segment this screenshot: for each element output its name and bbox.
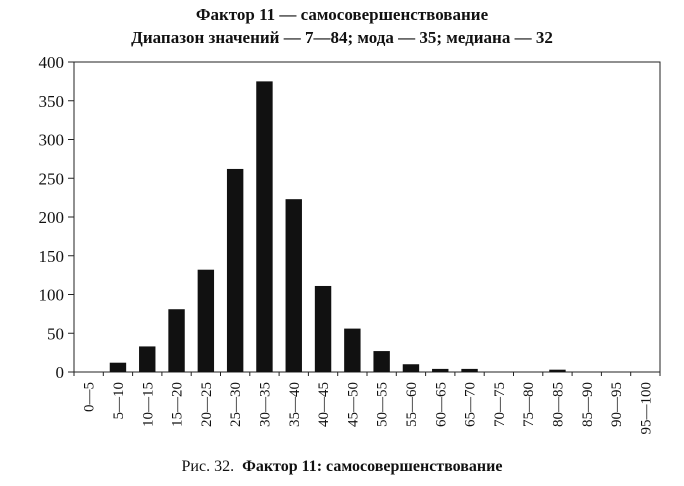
y-tick-label: 50 [47,324,64,343]
y-tick-label: 100 [39,286,65,305]
y-tick-label: 150 [39,247,65,266]
x-tick-label: 10—15 [140,382,156,427]
x-tick-label: 40—45 [316,382,332,427]
x-tick-label: 35—40 [287,382,303,427]
x-tick-label: 15—20 [170,382,186,427]
caption-prefix: Рис. 32. [181,458,235,475]
caption-text: Фактор 11: самосовершенствование [242,458,503,475]
bar-60—65 [432,368,449,372]
y-tick-label: 0 [56,363,65,382]
bar-50—55 [373,351,390,372]
y-tick-label: 250 [39,169,65,188]
histogram-chart: 0 50 100 150 200 250 300 350 400 0—5 5—10 10—15 15—2… [39,53,661,435]
bar-55—60 [402,364,420,372]
bar-20—25 [197,269,215,372]
x-tick-label: 95—100 [638,382,654,435]
x-tick-label: 20—25 [199,382,215,427]
bar-65—70 [461,368,478,372]
x-tick-label: 0—5 [82,382,98,412]
bar-40—45 [314,285,332,372]
bar-15—20 [168,309,185,372]
bar-10—15 [139,346,156,372]
figure-caption: Рис. 32. Фактор 11: самосовершенствовани… [0,458,684,476]
x-tick-label: 70—75 [492,382,508,427]
chart-title: Фактор 11 — самосовершенствование [195,5,489,24]
plot-frame [73,61,661,373]
x-tick-label: 90—95 [609,382,625,427]
x-tick-label: 30—35 [257,382,273,427]
bar-5—10 [109,362,127,372]
bar-80—85 [549,369,566,372]
bar-45—50 [344,328,361,372]
bar-30—35 [256,81,273,372]
x-tick-label: 75—80 [521,382,537,427]
chart-subtitle: Диапазон значений — 7—84; мода — 35; мед… [131,28,553,47]
y-tick-label: 200 [39,208,65,227]
x-tick-label: 80—85 [550,382,566,427]
bar-35—40 [285,199,302,372]
chart-bars [109,81,566,372]
x-tick-label: 5—10 [111,382,127,420]
y-tick-label: 400 [39,53,65,72]
x-tick-label: 85—90 [580,382,596,427]
x-tick-label: 25—30 [228,382,244,427]
y-tick-label: 300 [39,131,65,150]
chart-axes [68,61,661,376]
x-tick-label: 55—60 [404,382,420,427]
x-tick-label: 60—65 [433,382,449,427]
y-tick-label: 350 [39,92,65,111]
bar-25—30 [226,168,244,372]
x-tick-label: 45—50 [345,382,361,427]
x-tick-label: 50—55 [375,382,391,427]
chart-tick-labels: 0 50 100 150 200 250 300 350 400 0—5 5—10 10—15 15—2… [39,53,655,435]
x-tick-label: 65—70 [463,382,479,427]
